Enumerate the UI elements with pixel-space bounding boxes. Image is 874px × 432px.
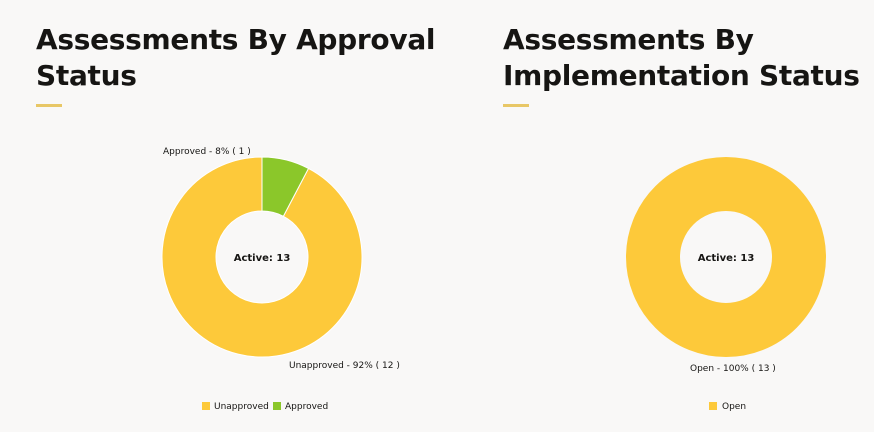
implementation-donut-chart: Active: 13 Open - 100% ( 13 ) Open (626, 157, 826, 412)
legend-swatch-open[interactable] (709, 402, 717, 410)
approval-donut-chart: Active: 13 Approved - 8% ( 1 ) Unapprove… (161, 147, 400, 412)
legend-label-approved[interactable]: Approved (285, 402, 328, 412)
approval-center-label: Active: 13 (234, 253, 291, 264)
legend-label-open[interactable]: Open (722, 402, 746, 412)
implementation-legend: Open (709, 402, 746, 412)
title-accent-underline (503, 104, 529, 107)
implementation-chart-title: Assessments By Implementation Status (503, 23, 860, 92)
unapproved-data-label: Unapproved - 92% ( 12 ) (289, 361, 400, 371)
open-data-label: Open - 100% ( 13 ) (690, 364, 776, 374)
approval-status-panel: Assessments By Approval Status Active: 1… (36, 23, 436, 412)
slice-approved[interactable] (261, 156, 310, 217)
implementation-status-panel: Assessments By Implementation Status Act… (437, 0, 874, 432)
slice-unapproved[interactable] (161, 156, 363, 358)
slice-open[interactable] (626, 157, 826, 357)
approval-chart-title: Assessments By Approval Status (36, 23, 436, 92)
approval-legend: Unapproved Approved (202, 402, 328, 412)
legend-label-unapproved[interactable]: Unapproved (214, 402, 269, 412)
legend-swatch-approved[interactable] (273, 402, 281, 410)
approved-data-label: Approved - 8% ( 1 ) (163, 147, 251, 157)
legend-swatch-unapproved[interactable] (202, 402, 210, 410)
implementation-center-label: Active: 13 (698, 253, 755, 264)
implementation-slices (626, 157, 826, 357)
title-accent-underline (36, 104, 62, 107)
approval-slices (161, 156, 363, 358)
